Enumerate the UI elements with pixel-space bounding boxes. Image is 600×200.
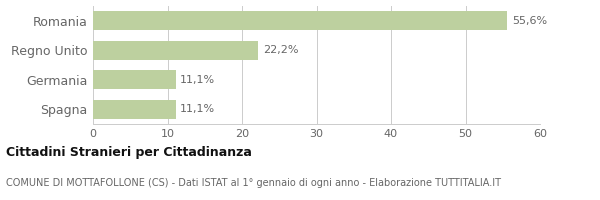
Bar <box>93 11 507 30</box>
Text: Cittadini Stranieri per Cittadinanza: Cittadini Stranieri per Cittadinanza <box>6 146 252 159</box>
Text: 22,2%: 22,2% <box>263 45 298 55</box>
Bar <box>93 70 176 89</box>
Text: 11,1%: 11,1% <box>180 104 215 114</box>
Bar <box>93 100 176 119</box>
Text: 11,1%: 11,1% <box>180 75 215 85</box>
Text: 55,6%: 55,6% <box>512 16 547 26</box>
Bar <box>93 41 259 60</box>
Text: COMUNE DI MOTTAFOLLONE (CS) - Dati ISTAT al 1° gennaio di ogni anno - Elaborazio: COMUNE DI MOTTAFOLLONE (CS) - Dati ISTAT… <box>6 178 501 188</box>
